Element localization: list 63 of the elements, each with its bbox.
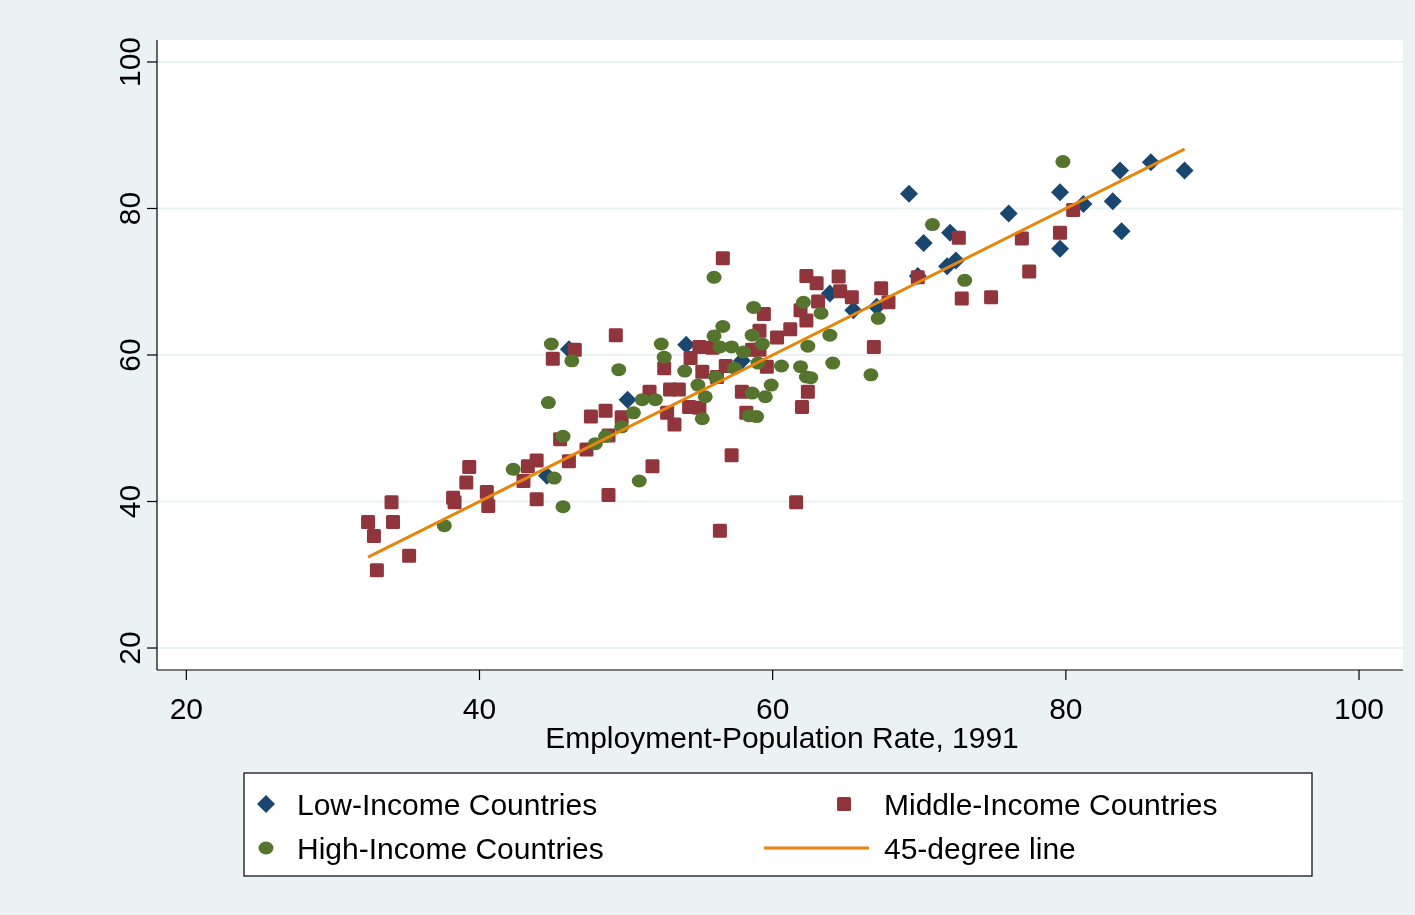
x-tick-label: 20	[169, 692, 204, 725]
point	[870, 311, 886, 325]
point	[656, 350, 672, 364]
legend-label: Low-Income Countries	[297, 788, 598, 821]
point	[795, 295, 811, 309]
point	[757, 390, 773, 404]
point	[1050, 183, 1069, 202]
legend-label: High-Income Countries	[297, 832, 604, 865]
point	[505, 462, 521, 476]
point	[773, 359, 789, 373]
point	[546, 471, 562, 485]
point	[631, 474, 647, 488]
point	[634, 393, 650, 407]
point	[735, 345, 751, 359]
point	[611, 363, 627, 377]
point	[543, 337, 559, 351]
x-tick-label: 100	[1333, 692, 1385, 725]
point	[825, 356, 841, 370]
point	[746, 300, 762, 314]
point	[763, 378, 779, 392]
y-tick-label: 60	[113, 338, 146, 372]
point	[677, 364, 693, 378]
point	[793, 360, 809, 374]
point	[706, 329, 722, 343]
point	[625, 406, 641, 420]
point	[1050, 239, 1069, 258]
point	[813, 306, 829, 320]
point	[1103, 192, 1122, 211]
point	[653, 337, 669, 351]
y-tick-label: 40	[113, 484, 146, 519]
point	[924, 218, 940, 232]
point	[694, 412, 710, 426]
point	[800, 339, 816, 353]
point	[1112, 222, 1131, 241]
point	[715, 319, 731, 333]
y-tick-label: 100	[113, 36, 146, 88]
point	[706, 270, 722, 284]
point	[900, 184, 918, 203]
point	[555, 500, 571, 514]
x-tick-label: 80	[1049, 692, 1083, 725]
point	[564, 354, 580, 368]
point	[754, 337, 770, 351]
x-tick-label: 40	[462, 692, 497, 725]
point	[697, 390, 713, 404]
y-tick-label: 20	[113, 631, 146, 665]
point	[555, 429, 571, 443]
point	[1175, 161, 1194, 180]
legend-label: Middle-Income Countries	[884, 788, 1218, 821]
point	[914, 233, 933, 252]
point	[1111, 161, 1130, 180]
legend-label: 45-degree line	[884, 832, 1076, 865]
y-tick-label: 80	[113, 191, 146, 226]
point	[744, 386, 760, 400]
point	[822, 328, 838, 342]
point	[863, 368, 879, 382]
point	[647, 393, 663, 407]
point	[618, 390, 637, 409]
point	[957, 273, 973, 287]
point	[999, 204, 1018, 223]
point	[724, 340, 740, 354]
point	[744, 328, 760, 342]
point	[1055, 155, 1071, 169]
point	[540, 396, 556, 410]
